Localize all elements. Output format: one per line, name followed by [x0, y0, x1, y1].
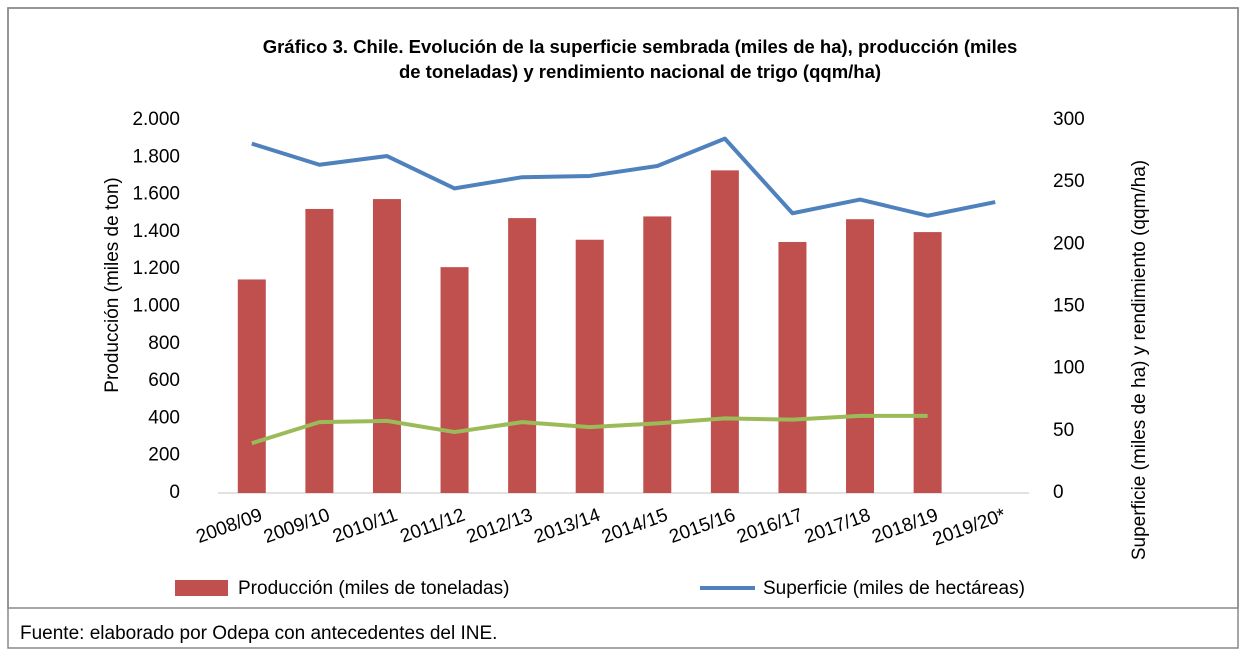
- x-tick-label: 2008/09: [193, 505, 265, 548]
- y-tick-label: 600: [148, 370, 180, 391]
- x-tick-label: 2013/14: [531, 505, 603, 548]
- x-tick-label: 2016/17: [734, 505, 806, 548]
- y-tick-label: 400: [148, 407, 180, 428]
- y2-tick-label: 200: [1053, 233, 1085, 254]
- chart-frame: [7, 7, 1239, 609]
- legend-label: Producción (miles de toneladas): [238, 578, 509, 599]
- bar: [372, 199, 401, 494]
- x-tick-label: 2012/13: [464, 505, 536, 548]
- x-tick-label: 2014/15: [599, 505, 671, 548]
- bar: [778, 241, 807, 493]
- y-tick-label: 800: [148, 333, 180, 354]
- bar: [508, 218, 537, 493]
- line-series: [251, 136, 996, 218]
- y-axis-title: Producción (miles de ton): [102, 177, 123, 392]
- chart-title: de toneladas) y rendimiento nacional de …: [399, 61, 881, 82]
- legend-swatch: [175, 580, 228, 596]
- bar: [913, 232, 942, 494]
- footer: Fuente: elaborado por Odepa con antecede…: [20, 623, 497, 644]
- x-tick-label: 2010/11: [330, 505, 400, 548]
- bar: [305, 208, 334, 493]
- bar: [575, 239, 604, 493]
- y2-tick-label: 100: [1053, 358, 1085, 379]
- bar: [846, 219, 875, 493]
- y2-tick-label: 0: [1053, 482, 1064, 503]
- y2-tick-label: 250: [1053, 171, 1085, 192]
- x-tick-label: 2009/10: [261, 505, 333, 548]
- y-tick-label: 2.000: [132, 109, 180, 130]
- y-tick-label: 1.800: [132, 146, 180, 167]
- x-tick-label: 2011/12: [398, 505, 468, 548]
- y2-tick-label: 150: [1053, 296, 1085, 317]
- line-series: [251, 413, 928, 446]
- y-tick-label: 200: [148, 445, 180, 466]
- y-tick-label: 0: [169, 482, 180, 503]
- y2-tick-label: 50: [1053, 420, 1074, 441]
- bar: [643, 216, 672, 493]
- x-tick-label: 2018/19: [869, 505, 941, 548]
- y-tick-label: 1.200: [132, 258, 180, 279]
- y-tick-label: 1.400: [132, 221, 180, 242]
- bar: [710, 170, 739, 494]
- bar: [440, 267, 469, 493]
- x-tick-label: 2019/20*: [930, 504, 1009, 550]
- y-tick-label: 1.000: [132, 296, 180, 317]
- y2-axis-title: Superficie (miles de ha) y rendimiento (…: [1129, 160, 1150, 560]
- y2-tick-label: 300: [1053, 109, 1085, 130]
- x-tick-label: 2015/16: [667, 505, 739, 548]
- chart-title: Gráfico 3. Chile. Evolución de la superf…: [263, 36, 1018, 57]
- bar: [237, 279, 266, 493]
- x-tick-label: 2017/18: [802, 505, 874, 548]
- outer-frame: [7, 7, 1239, 649]
- y-tick-label: 1.600: [132, 184, 180, 205]
- legend-label: Superficie (miles de hectáreas): [763, 578, 1025, 599]
